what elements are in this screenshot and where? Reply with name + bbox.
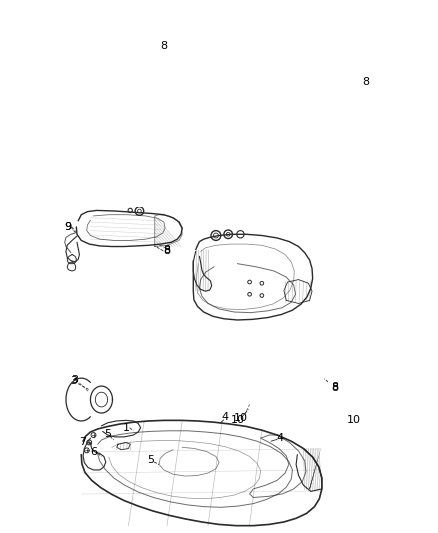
Text: 6: 6 <box>91 447 98 457</box>
Text: 1: 1 <box>123 423 130 433</box>
Text: 8: 8 <box>163 246 170 256</box>
Text: 10: 10 <box>346 415 360 425</box>
Text: 8: 8 <box>332 383 339 393</box>
Text: 3: 3 <box>72 375 79 385</box>
Text: 10: 10 <box>234 413 248 423</box>
Text: 7: 7 <box>80 438 87 447</box>
Text: 3: 3 <box>70 376 77 386</box>
Text: 8: 8 <box>332 382 339 392</box>
Text: 8: 8 <box>362 77 370 87</box>
Text: 5: 5 <box>147 455 154 465</box>
Text: 10: 10 <box>230 415 244 425</box>
Text: 4: 4 <box>222 411 229 422</box>
Text: 8: 8 <box>160 42 167 51</box>
Text: 9: 9 <box>64 222 71 232</box>
Text: 8: 8 <box>163 245 170 255</box>
Text: 5: 5 <box>104 429 111 439</box>
Text: 9: 9 <box>64 222 71 232</box>
Text: 4: 4 <box>277 433 284 443</box>
